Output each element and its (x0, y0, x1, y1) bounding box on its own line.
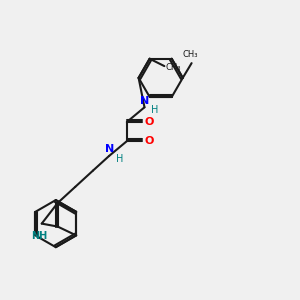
Text: CH₃: CH₃ (166, 63, 181, 72)
Text: N: N (140, 96, 149, 106)
Text: H: H (151, 105, 158, 115)
Text: H: H (116, 154, 123, 164)
Text: CH₃: CH₃ (182, 50, 198, 59)
Text: N: N (104, 144, 114, 154)
Text: NH: NH (31, 231, 47, 241)
Text: O: O (145, 136, 154, 146)
Text: O: O (145, 117, 154, 127)
